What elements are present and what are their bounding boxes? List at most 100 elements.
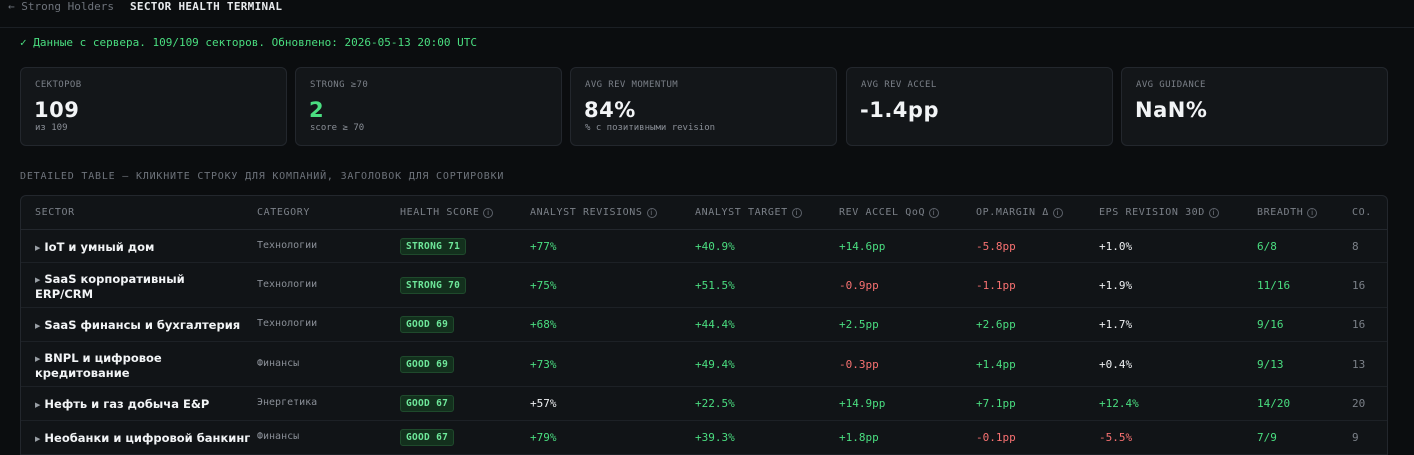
col-label: EPS REVISION 30D xyxy=(1099,207,1205,218)
sector-name: ▶ Необанки и цифровой банкинг xyxy=(35,431,250,446)
accel-cell: +14.9pp xyxy=(839,397,886,410)
companies-cell: 20 xyxy=(1352,397,1366,410)
sector-name: ▶ SaaS корпоративный ERP/CRM xyxy=(35,272,185,301)
breadth-cell: 14/20 xyxy=(1257,397,1291,410)
revisions-cell: +73% xyxy=(530,358,557,371)
companies-cell: 9 xyxy=(1352,431,1359,444)
card-sectors: СЕКТОРОВ 109 из 109 xyxy=(20,67,287,146)
sector-name: ▶ BNPL и цифровое кредитование xyxy=(35,351,162,380)
col-label: HEALTH SCORE xyxy=(400,207,480,218)
status-message: ✓ Данные с сервера. 109/109 секторов. Об… xyxy=(20,36,477,49)
sector-line: SaaS финансы и бухгалтерия xyxy=(44,318,241,332)
sector-line: Нефть и газ добыча E&P xyxy=(44,397,210,411)
col-label: BREADTH xyxy=(1257,207,1304,218)
target-cell: +44.4% xyxy=(695,318,735,331)
table-row[interactable]: ▶ BNPL и цифровое кредитование Финансы GOOD … xyxy=(21,342,1387,387)
accel-cell: +2.5pp xyxy=(839,318,879,331)
breadth-cell: 11/16 xyxy=(1257,279,1291,292)
card-rev-accel: AVG REV ACCEL -1.4pp xyxy=(846,67,1113,146)
sector-name: ▶ Нефть и газ добыча E&P xyxy=(35,397,209,412)
col-breadth[interactable]: BREADTH i xyxy=(1257,207,1318,218)
sector-line: BNPL и цифровое xyxy=(44,351,162,365)
target-cell: +40.9% xyxy=(695,240,735,253)
info-icon[interactable]: i xyxy=(1307,208,1318,218)
revisions-cell: +68% xyxy=(530,318,557,331)
category-cell: Технологии xyxy=(257,240,318,251)
col-label: SECTOR xyxy=(35,207,75,218)
info-icon[interactable]: i xyxy=(483,208,494,218)
card-label: СЕКТОРОВ xyxy=(35,80,82,90)
col-health-score[interactable]: HEALTH SCORE i xyxy=(400,207,494,218)
col-label: CATEGORY xyxy=(257,207,310,218)
col-label: OP.MARGIN Δ xyxy=(976,207,1049,218)
info-icon[interactable]: i xyxy=(791,208,802,218)
breadth-cell: 9/16 xyxy=(1257,318,1284,331)
revisions-cell: +57% xyxy=(530,397,557,410)
col-label: ANALYST REVISIONS xyxy=(530,207,643,218)
companies-cell: 8 xyxy=(1352,240,1359,253)
table-row[interactable]: ▶ Необанки и цифровой банкинг Финансы GOOD … xyxy=(21,421,1387,455)
card-sub: из 109 xyxy=(35,123,68,133)
section-label: DETAILED TABLE — КЛИКНИТЕ СТРОКУ ДЛЯ КОМ… xyxy=(20,171,505,182)
eps-cell: +1.9% xyxy=(1099,279,1133,292)
target-cell: +22.5% xyxy=(695,397,735,410)
expand-icon[interactable]: ▶ xyxy=(35,244,41,252)
expand-icon[interactable]: ▶ xyxy=(35,355,41,363)
card-guidance: AVG GUIDANCE NaN% xyxy=(1121,67,1388,146)
sector-table: SECTOR CATEGORY HEALTH SCORE i ANALYST RE… xyxy=(20,195,1388,455)
sector-name: ▶ SaaS финансы и бухгалтерия xyxy=(35,318,240,333)
sector-line: кредитование xyxy=(35,366,130,380)
health-badge: GOOD 67 xyxy=(400,429,455,446)
sector-line: IoT и умный дом xyxy=(44,240,155,254)
opmargin-cell: -1.1pp xyxy=(976,279,1016,292)
companies-cell: 16 xyxy=(1352,318,1366,331)
expand-icon[interactable]: ▶ xyxy=(35,435,41,443)
target-cell: +39.3% xyxy=(695,431,735,444)
accel-cell: +1.8pp xyxy=(839,431,879,444)
col-analyst-revisions[interactable]: ANALYST REVISIONS i xyxy=(530,207,657,218)
table-row[interactable]: ▶ Нефть и газ добыча E&P Энергетика GOOD 67… xyxy=(21,387,1387,421)
opmargin-cell: -5.8pp xyxy=(976,240,1016,253)
back-link[interactable]: ← Strong Holders xyxy=(8,0,114,13)
category-cell: Энергетика xyxy=(257,397,318,408)
card-strong: STRONG ≥70 2 score ≥ 70 xyxy=(295,67,562,146)
table-row[interactable]: ▶ SaaS финансы и бухгалтерия Технологии GOO… xyxy=(21,308,1387,342)
opmargin-cell: +1.4pp xyxy=(976,358,1016,371)
health-badge: STRONG 70 xyxy=(400,277,467,294)
card-value: 2 xyxy=(309,98,325,122)
col-companies[interactable]: CO. xyxy=(1352,207,1372,218)
eps-cell: +1.0% xyxy=(1099,240,1133,253)
opmargin-cell: +7.1pp xyxy=(976,397,1016,410)
table-row[interactable]: ▶ SaaS корпоративный ERP/CRM Технологии STRO… xyxy=(21,263,1387,308)
category-cell: Финансы xyxy=(257,358,300,369)
card-rev-momentum: AVG REV MOMENTUM 84% % с позитивными rev… xyxy=(570,67,837,146)
accel-cell: -0.9pp xyxy=(839,279,879,292)
col-sector[interactable]: SECTOR xyxy=(35,207,75,218)
breadth-cell: 9/13 xyxy=(1257,358,1284,371)
expand-icon[interactable]: ▶ xyxy=(35,276,41,284)
col-rev-accel[interactable]: REV ACCEL QoQ i xyxy=(839,207,940,218)
col-eps-revision[interactable]: EPS REVISION 30D i xyxy=(1099,207,1219,218)
category-cell: Технологии xyxy=(257,318,318,329)
sector-line: SaaS корпоративный xyxy=(44,272,185,286)
sector-line: Необанки и цифровой банкинг xyxy=(44,431,251,445)
companies-cell: 13 xyxy=(1352,358,1366,371)
eps-cell: +12.4% xyxy=(1099,397,1139,410)
table-row[interactable]: ▶ IoT и умный дом Технологии STRONG 71 +77% +… xyxy=(21,230,1387,263)
expand-icon[interactable]: ▶ xyxy=(35,322,41,330)
health-badge: GOOD 67 xyxy=(400,395,455,412)
col-analyst-target[interactable]: ANALYST TARGET i xyxy=(695,207,802,218)
info-icon[interactable]: i xyxy=(646,208,657,218)
info-icon[interactable]: i xyxy=(929,208,940,218)
info-icon[interactable]: i xyxy=(1208,208,1219,218)
target-cell: +51.5% xyxy=(695,279,735,292)
table-header: SECTOR CATEGORY HEALTH SCORE i ANALYST RE… xyxy=(21,196,1387,230)
health-badge: GOOD 69 xyxy=(400,316,455,333)
expand-icon[interactable]: ▶ xyxy=(35,401,41,409)
card-value: -1.4pp xyxy=(860,98,939,122)
info-icon[interactable]: i xyxy=(1052,208,1063,218)
col-category[interactable]: CATEGORY xyxy=(257,207,310,218)
card-label: AVG REV MOMENTUM xyxy=(585,80,679,90)
accel-cell: -0.3pp xyxy=(839,358,879,371)
